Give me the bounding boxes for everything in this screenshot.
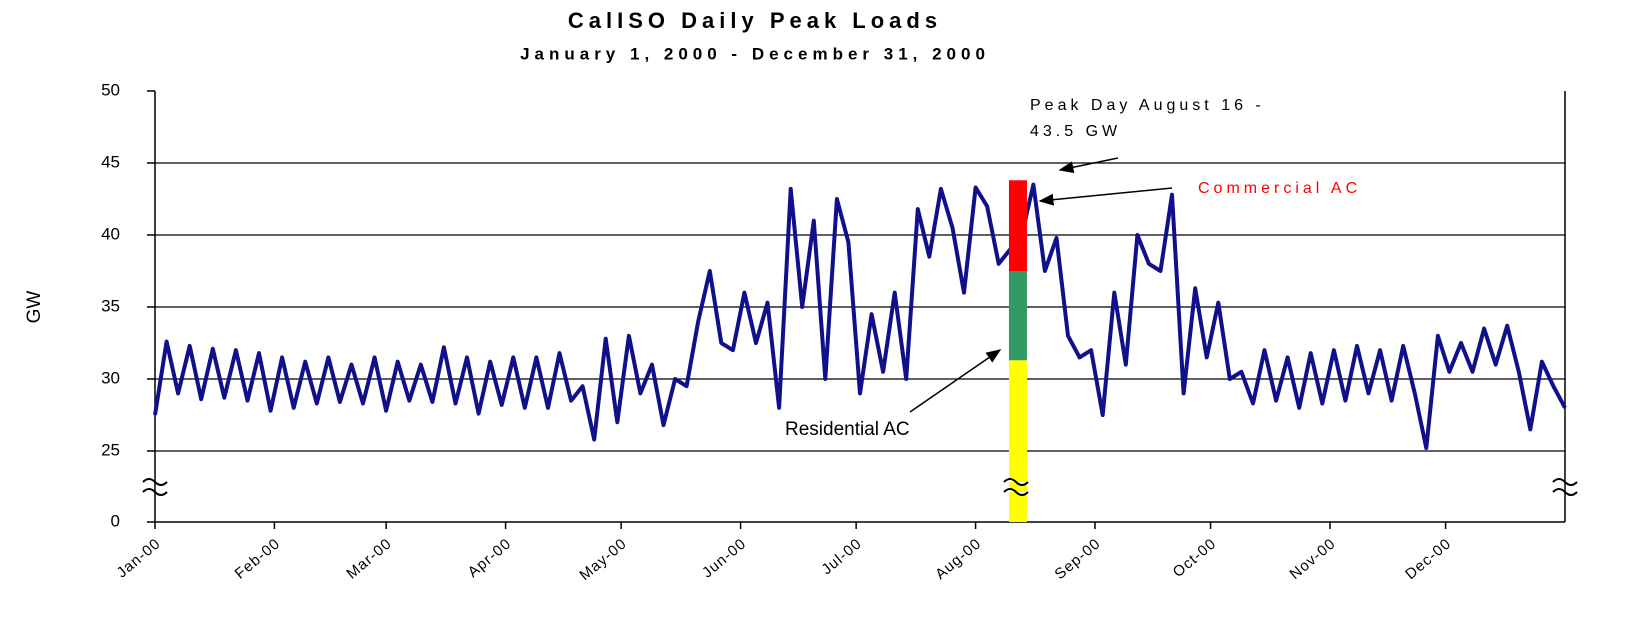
x-tick-label: Aug-00 [932, 535, 985, 583]
y-tick-label: 25 [101, 440, 120, 459]
chart-subtitle: January 1, 2000 - December 31, 2000 [520, 44, 990, 63]
chart-title: CalISO Daily Peak Loads [568, 8, 942, 33]
x-tick-label: Nov-00 [1287, 535, 1340, 583]
y-tick-label: 0 [111, 511, 120, 530]
stack-segment [1008, 180, 1027, 271]
annotation: Peak Day August 16 - [1030, 97, 1265, 114]
plot: 0 25 30 35 40 45 50 Jan-00 Feb-00 Mar-00 Apr-00 May… [101, 80, 1567, 584]
stack-segment [1008, 360, 1027, 522]
stack-segment [1008, 271, 1027, 361]
annotation: Residential AC [785, 419, 910, 440]
x-tick-label: Dec-00 [1402, 535, 1455, 583]
y-tick-label: 45 [101, 152, 120, 171]
x-tick-label: Mar-00 [343, 535, 395, 582]
y-tick-label: 40 [101, 224, 120, 243]
y-axis-label: GW [24, 291, 45, 324]
x-tick-label: Apr-00 [465, 535, 515, 581]
y-tick-label: 30 [101, 368, 120, 387]
annotation: Commercial AC [1198, 180, 1361, 197]
x-tick-label: Jun-00 [699, 535, 750, 581]
series-line [153, 182, 1567, 451]
axis-breaks [142, 478, 1578, 496]
y-tick-label: 35 [101, 296, 120, 315]
annotation: 43.5 GW [1030, 123, 1121, 140]
x-tick-label: Feb-00 [232, 535, 284, 582]
x-tick-label: Jan-00 [113, 535, 164, 581]
x-tick-label: Oct-00 [1170, 535, 1220, 581]
arrows [909, 157, 1173, 413]
x-tick-label: May-00 [576, 535, 630, 584]
y-tick-label: 50 [101, 80, 120, 99]
x-tick-label: Sep-00 [1052, 535, 1105, 583]
x-tick-label: Jul-00 [818, 535, 865, 578]
